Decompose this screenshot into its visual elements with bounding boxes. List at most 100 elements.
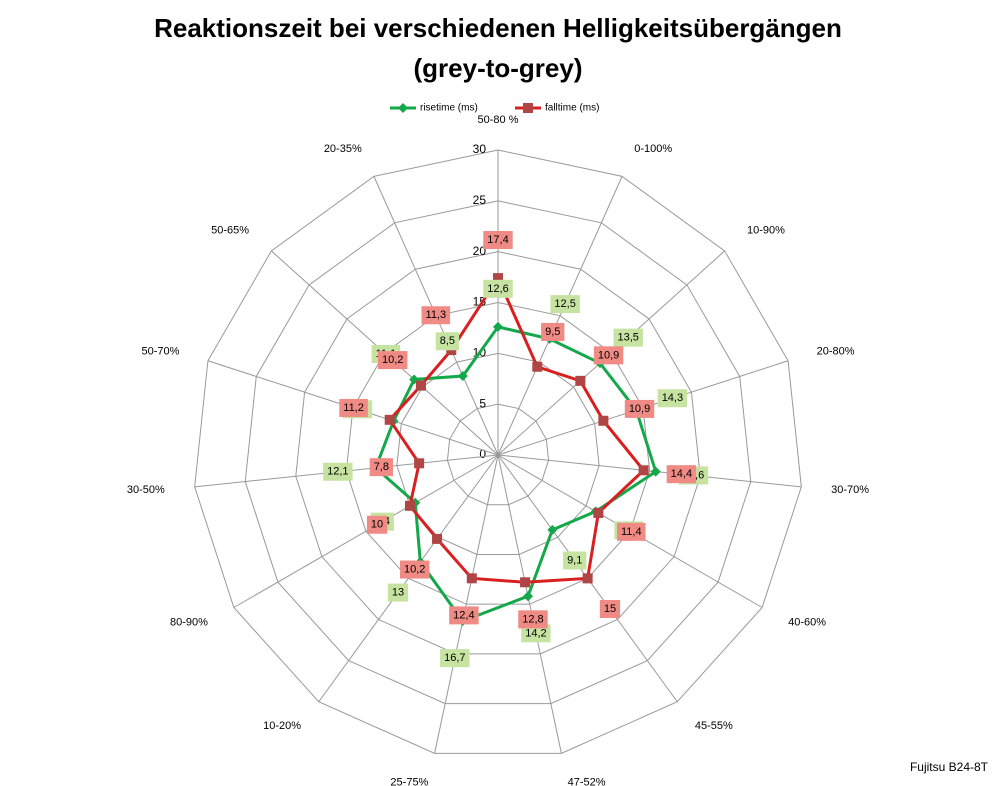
data-label: 9,1 — [563, 551, 587, 570]
r-tick-label: 15 — [473, 295, 487, 309]
r-tick-label: 20 — [473, 244, 487, 258]
data-label-bg — [599, 600, 621, 619]
data-label-text: 8,5 — [440, 335, 455, 347]
category-label: 80-90% — [170, 616, 208, 628]
data-label: 16,7 — [440, 649, 470, 668]
series-line — [387, 274, 646, 584]
data-label: 12,6 — [483, 279, 513, 298]
data-label-bg — [563, 551, 587, 570]
data-label-text: 10 — [371, 519, 383, 531]
marker — [520, 577, 531, 588]
data-label-text: 16,7 — [444, 652, 465, 664]
data-label-text: 13 — [392, 587, 404, 599]
marker — [638, 465, 649, 476]
data-label-text: 10,2 — [404, 564, 425, 576]
data-label: 9,5 — [541, 322, 565, 341]
r-tick-label: 25 — [473, 193, 487, 207]
data-label-text: 7,8 — [374, 461, 389, 473]
data-label-text: 9,5 — [545, 326, 560, 338]
data-label-text: 10,9 — [598, 349, 619, 361]
data-label-bg — [323, 462, 353, 481]
data-label: 15 — [599, 600, 621, 619]
grid-ring — [295, 251, 701, 655]
data-label-bg — [366, 515, 388, 534]
legend-label: risetime (ms) — [420, 103, 478, 114]
data-label-text: 9,1 — [567, 554, 582, 566]
data-label-bg — [624, 399, 655, 418]
data-label: 7,8 — [369, 458, 393, 477]
r-tick-label: 0 — [479, 447, 486, 461]
marker — [593, 507, 604, 518]
data-label-bg — [521, 624, 551, 643]
data-label: 10,9 — [624, 399, 655, 418]
data-label: 12,8 — [518, 610, 548, 629]
r-tick-label: 5 — [479, 396, 486, 410]
data-label-bg — [593, 346, 624, 365]
marker — [457, 371, 468, 382]
marker — [384, 414, 395, 425]
legend-marker — [523, 103, 533, 113]
data-label: 17,4 — [483, 231, 513, 250]
data-label-bg — [387, 583, 409, 602]
data-label-text: 15 — [604, 603, 616, 615]
data-label-bg — [369, 458, 393, 477]
data-label: 13 — [387, 583, 409, 602]
category-label: 10-90% — [747, 225, 785, 237]
grid-ring — [244, 200, 752, 705]
data-label: 10,9 — [593, 346, 624, 365]
r-tick-label: 30 — [473, 142, 487, 156]
data-label: 10,2 — [377, 351, 408, 370]
data-label-text: 11,3 — [426, 309, 447, 321]
marker — [404, 500, 415, 511]
legend-marker — [398, 103, 408, 113]
data-label-text: 12,6 — [487, 283, 508, 295]
marker — [466, 573, 477, 584]
spoke — [497, 454, 802, 488]
category-label: 0-100% — [634, 143, 672, 155]
data-label-bg — [616, 522, 646, 541]
data-label-bg — [377, 351, 408, 370]
data-label-text: 14,4 — [671, 468, 692, 480]
marker — [523, 591, 534, 602]
data-label: 14,4 — [666, 465, 697, 484]
data-label-bg — [483, 279, 513, 298]
data-label: 13,5 — [613, 328, 643, 347]
marker — [415, 380, 426, 391]
grid-ring — [446, 403, 550, 506]
category-label: 20-80% — [817, 345, 855, 357]
data-label-bg — [449, 606, 479, 625]
data-label-bg — [666, 465, 697, 484]
data-label-bg — [483, 231, 513, 250]
data-label-text: 11,4 — [621, 526, 642, 538]
data-label: 11,3 — [421, 306, 451, 325]
data-label: 11,4 — [616, 522, 646, 541]
data-label-bg — [613, 328, 643, 347]
grid-ring — [194, 149, 802, 754]
marker — [650, 466, 661, 477]
grid-ring — [396, 352, 600, 555]
spoke — [434, 454, 499, 754]
data-label-text: 12,8 — [522, 613, 543, 625]
data-label-text: 12,5 — [554, 298, 575, 310]
category-label: 50-70% — [141, 345, 179, 357]
category-label: 30-50% — [127, 484, 165, 496]
category-label: 20-35% — [324, 143, 362, 155]
data-label-text: 10,9 — [629, 403, 650, 415]
category-label: 40-60% — [788, 616, 826, 628]
data-label-text: 14,2 — [525, 627, 546, 639]
data-label-bg — [550, 295, 580, 314]
marker — [414, 458, 425, 469]
marker — [493, 321, 503, 332]
category-label: 45-55% — [695, 720, 733, 732]
data-label: 12,5 — [550, 295, 580, 314]
category-label: 50-65% — [211, 225, 249, 237]
data-label: 10,2 — [399, 560, 430, 579]
data-label-text: 12,1 — [327, 466, 348, 478]
category-label: 50-80 % — [478, 114, 519, 126]
data-label-bg — [440, 649, 470, 668]
category-label: 47-52% — [568, 777, 606, 786]
data-label-bg — [421, 306, 451, 325]
data-label-text: 10,2 — [382, 354, 403, 366]
category-label: 10-20% — [263, 720, 301, 732]
